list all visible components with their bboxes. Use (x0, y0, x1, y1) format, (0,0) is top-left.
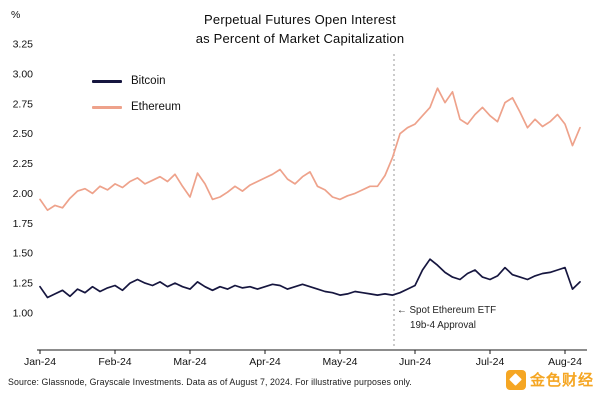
legend-item-bitcoin: Bitcoin (92, 68, 181, 94)
y-tick-label: 1.75 (13, 218, 34, 230)
x-tick-label: Aug-24 (548, 356, 582, 368)
watermark: 金色财经 (502, 369, 594, 390)
y-axis-unit-label: % (11, 9, 20, 21)
y-tick-label: 1.50 (13, 248, 34, 260)
x-tick-label: Apr-24 (249, 356, 281, 368)
annotation-line1: ← Spot Ethereum ETF (397, 305, 497, 316)
y-tick-label: 2.00 (13, 188, 34, 200)
bitcoin-line-swatch (92, 79, 122, 83)
jinse-logo-diamond (509, 373, 523, 386)
y-tick-label: 2.25 (13, 158, 34, 170)
y-tick-label: 1.00 (13, 308, 34, 320)
chart-title-line1: Perpetual Futures Open Interest (204, 12, 396, 27)
ethereum-line (39, 87, 581, 212)
legend-label-ethereum: Ethereum (131, 101, 181, 113)
jinse-logo-icon (505, 369, 526, 390)
legend-label-bitcoin: Bitcoin (131, 75, 166, 87)
y-tick-label: 2.75 (13, 98, 34, 110)
chart-title: Perpetual Futures Open Interest as Perce… (0, 11, 600, 49)
y-tick-label: 3.25 (13, 39, 34, 51)
ethereum-line-swatch (92, 105, 122, 109)
watermark-text: 金色财经 (529, 372, 594, 389)
source-note: Source: Glassnode, Grayscale Investments… (8, 377, 412, 387)
legend-item-ethereum: Ethereum (92, 94, 181, 120)
annotation-line2: 19b-4 Approval (410, 320, 476, 332)
x-tick-label: Mar-24 (173, 356, 206, 368)
chart-title-line2: as Percent of Market Capitalization (195, 30, 405, 46)
legend: Bitcoin Ethereum (92, 68, 181, 120)
x-tick-label: Feb-24 (98, 356, 131, 368)
etf-approval-annotation: ← Spot Ethereum ETF 19b-4 Approval (397, 303, 496, 333)
x-tick-label: Jun-24 (399, 356, 431, 368)
y-tick-label: 3.00 (13, 68, 34, 80)
y-tick-label: 2.50 (13, 128, 34, 140)
x-tick-label: Jan-24 (24, 356, 56, 368)
x-tick-label: Jul-24 (476, 356, 505, 368)
bitcoin-line (39, 258, 581, 299)
y-tick-label: 1.25 (13, 278, 34, 290)
x-tick-label: May-24 (322, 356, 357, 368)
